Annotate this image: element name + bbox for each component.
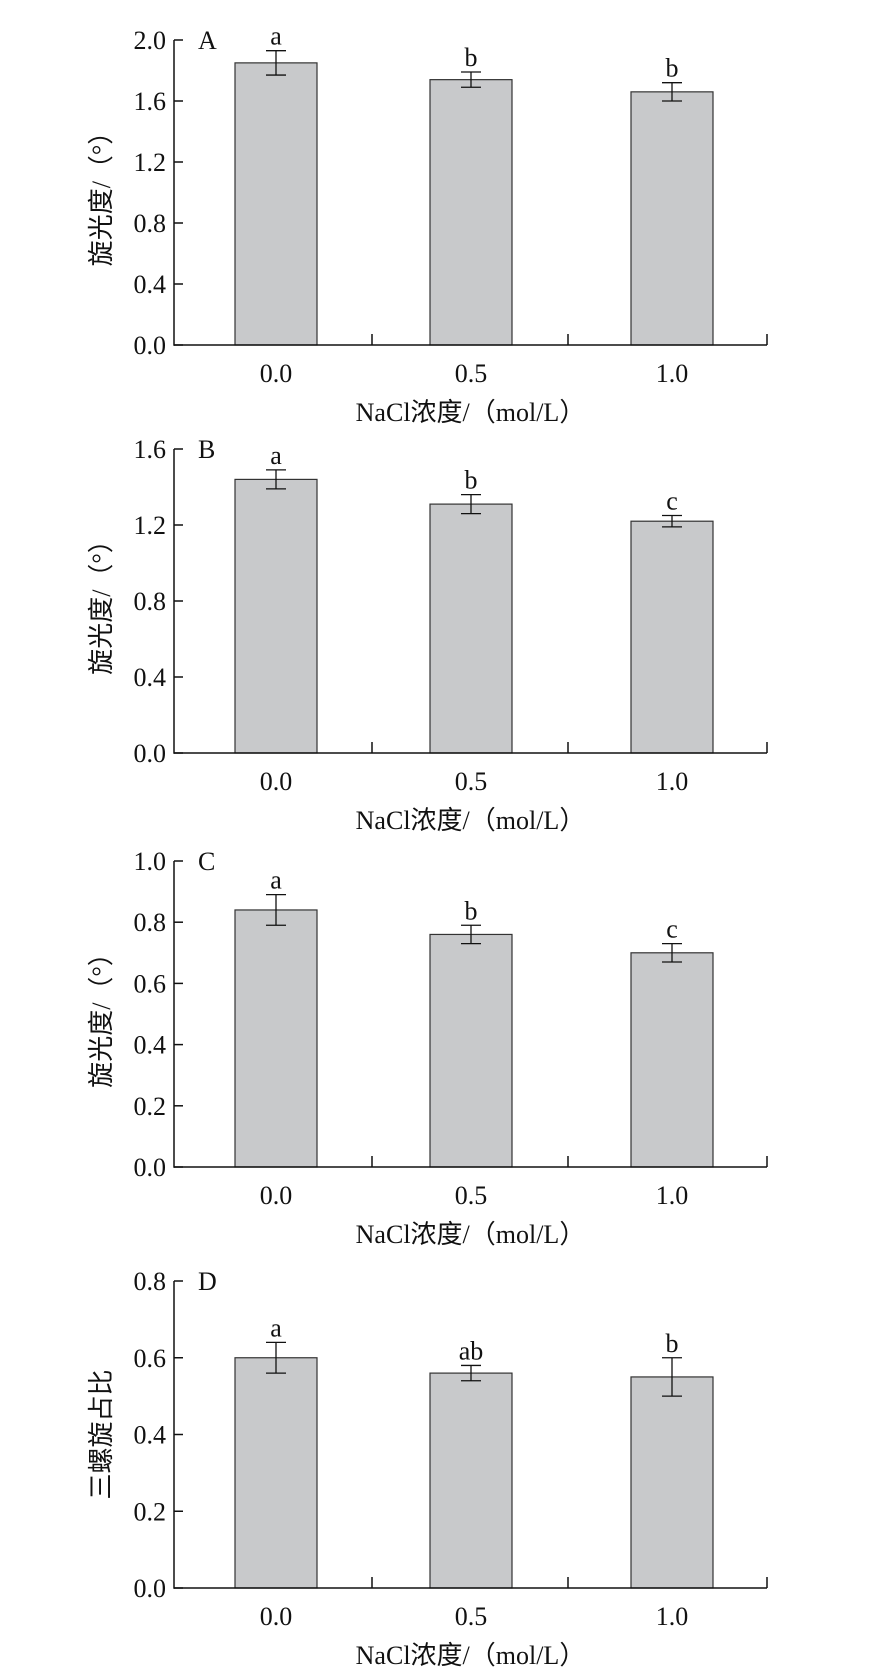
bar [630,952,714,1168]
bar [429,79,513,346]
x-tick-label: 1.0 [656,1602,689,1631]
x-tick-label: 0.0 [260,767,293,796]
y-tick-label: 1.2 [134,511,167,540]
y-tick-label: 0.4 [134,270,167,299]
y-tick-label: 0.8 [134,209,167,238]
x-tick-label: 0.5 [455,1602,488,1631]
y-axis-title: 三螺旋占比 [87,1369,116,1499]
x-tick-label: 0.0 [260,1602,293,1631]
significance-label: b [465,43,478,72]
x-tick-label: 0.0 [260,1181,293,1210]
y-tick-label: 0.8 [134,587,167,616]
y-axis-title: 旋光度/（°） [87,527,116,675]
y-tick-label: 0.0 [134,739,167,768]
bar [234,478,318,754]
y-axis-title: 旋光度/（°） [87,940,116,1088]
bar [234,909,318,1168]
bar [630,520,714,754]
x-tick-label: 1.0 [656,767,689,796]
significance-label: b [465,466,478,495]
panel-label: C [198,847,215,876]
y-tick-label: 0.4 [134,663,167,692]
bar [429,933,513,1168]
x-axis-title: NaCl浓度/（mol/L） [356,806,586,835]
bar [630,91,714,346]
x-axis-title: NaCl浓度/（mol/L） [356,1641,586,1670]
y-tick-label: 0.0 [134,331,167,360]
x-tick-label: 0.5 [455,359,488,388]
panel-label: B [198,435,215,464]
x-tick-label: 1.0 [656,359,689,388]
x-tick-label: 0.5 [455,767,488,796]
significance-label: a [270,1313,282,1342]
bar [630,1376,714,1589]
y-tick-label: 0.4 [134,1031,167,1060]
significance-label: b [465,896,478,925]
x-tick-label: 0.0 [260,359,293,388]
x-tick-label: 1.0 [656,1181,689,1210]
chart-panel-a: a b b 0.0 0.4 0.8 1.2 1.6 2.0 0.0 0.5 1.0 NaCl浓度/（mo… [87,22,768,427]
significance-label: c [666,487,678,516]
x-axis-title: NaCl浓度/（mol/L） [356,1220,586,1249]
y-tick-label: 1.2 [134,148,167,177]
x-axis-title: NaCl浓度/（mol/L） [356,398,586,427]
y-tick-label: 0.2 [134,1092,167,1121]
bar [234,1357,318,1589]
y-tick-label: 0.0 [134,1574,167,1603]
y-tick-label: 2.0 [134,26,167,55]
significance-label: c [666,915,678,944]
significance-label: ab [459,1336,484,1365]
x-tick-label: 0.5 [455,1181,488,1210]
y-tick-label: 0.2 [134,1497,167,1526]
y-tick-label: 0.8 [134,1267,167,1296]
panel-label: D [198,1267,217,1296]
y-tick-label: 1.6 [134,435,167,464]
chart-panel-c: a b c 0.0 0.2 0.4 0.6 0.8 1.0 0.0 0.5 1.0 NaCl浓度/（mo… [87,847,768,1249]
bar [234,62,318,346]
y-axis-title: 旋光度/（°） [87,119,116,267]
chart-panel-d: a ab b 0.0 0.2 0.4 0.6 0.8 0.0 0.5 1.0 NaCl浓度/（mol/… [87,1267,768,1670]
y-tick-label: 0.6 [134,969,167,998]
y-tick-label: 0.0 [134,1153,167,1182]
y-tick-label: 0.6 [134,1344,167,1373]
panel-label: A [198,26,217,55]
significance-label: a [270,441,282,470]
significance-label: b [666,1329,679,1358]
y-tick-label: 1.0 [134,847,167,876]
chart-panel-b: a b c 0.0 0.4 0.8 1.2 1.6 0.0 0.5 1.0 NaCl浓度/（mol/L… [87,435,768,835]
y-tick-label: 1.6 [134,87,167,116]
bar [429,503,513,754]
y-tick-label: 0.4 [134,1421,167,1450]
significance-label: a [270,866,282,895]
y-tick-label: 0.8 [134,908,167,937]
significance-label: a [270,22,282,51]
significance-label: b [666,54,679,83]
bar [429,1372,513,1589]
